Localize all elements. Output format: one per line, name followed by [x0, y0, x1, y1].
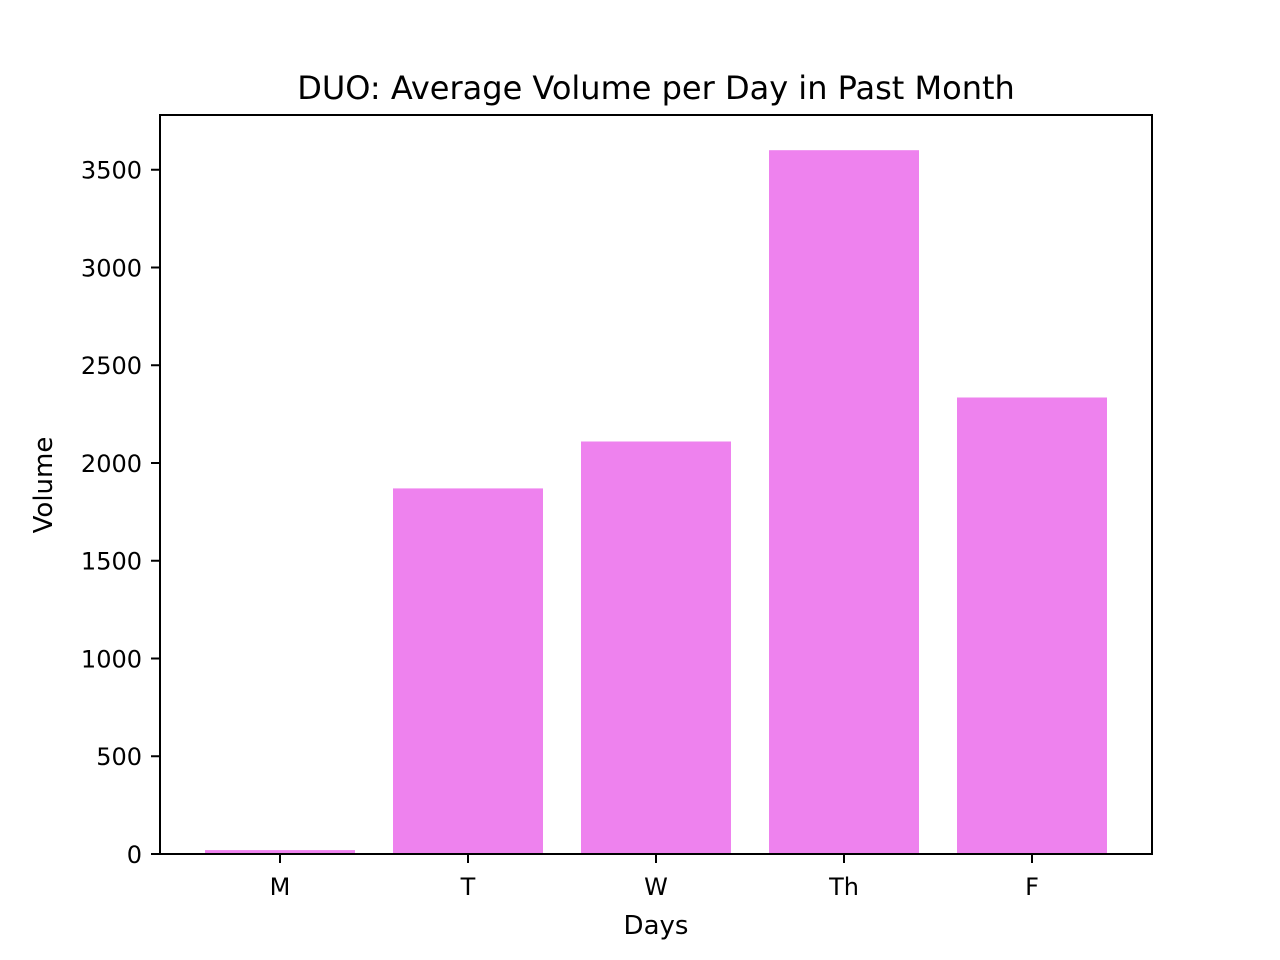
y-tick-label: 3000: [81, 254, 142, 282]
x-tick-label: Th: [828, 873, 859, 901]
x-tick-label: M: [270, 873, 291, 901]
y-tick-label: 2500: [81, 352, 142, 380]
bar-t: [393, 488, 543, 854]
bar-f: [957, 397, 1107, 854]
y-tick-label: 0: [127, 841, 142, 869]
x-tick-label: W: [644, 873, 668, 901]
x-tick-label: F: [1025, 873, 1039, 901]
chart-title: DUO: Average Volume per Day in Past Mont…: [297, 69, 1015, 107]
y-tick-label: 1500: [81, 548, 142, 576]
y-axis-label: Volume: [29, 437, 59, 534]
y-axis-ticks: 0 500 1000 1500 2000 2500 3000 3500: [81, 157, 160, 869]
x-axis-label: Days: [624, 911, 689, 941]
y-tick-label: 2000: [81, 450, 142, 478]
x-axis-ticks: M T W Th F: [270, 854, 1039, 901]
bar-w: [581, 441, 731, 854]
bar-th: [769, 150, 919, 854]
y-tick-label: 500: [96, 743, 142, 771]
x-tick-label: T: [460, 873, 476, 901]
y-tick-label: 1000: [81, 645, 142, 673]
bar-m: [205, 850, 355, 854]
bars-layer: [205, 150, 1107, 854]
y-tick-label: 3500: [81, 157, 142, 185]
plot-frame: [159, 114, 1153, 855]
